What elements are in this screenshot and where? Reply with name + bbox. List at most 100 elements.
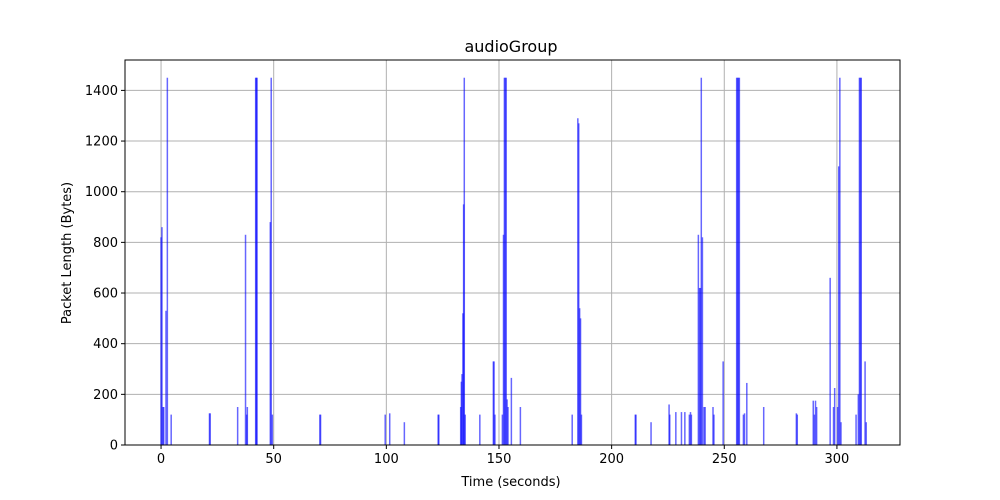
packet-bar <box>519 407 522 445</box>
packet-bar <box>319 414 322 445</box>
packet-bar <box>502 234 505 445</box>
packet-bar <box>815 407 818 445</box>
x-tick-label: 200 <box>599 452 624 467</box>
y-tick-label: 1000 <box>85 185 118 200</box>
packet-bar <box>701 237 704 445</box>
x-tick-label: 250 <box>712 452 737 467</box>
packet-bar <box>669 414 671 445</box>
y-tick-label: 200 <box>93 388 118 403</box>
ticks-layer: 0 50 100 150 200 250 300 0 200 400 600 800 1000 1200 1… <box>85 84 849 467</box>
packet-bar <box>858 77 861 446</box>
x-tick-label: 150 <box>487 452 512 467</box>
packet-bar <box>161 227 163 445</box>
packet-bar <box>703 407 705 445</box>
packet-bar <box>743 413 746 445</box>
packet-bar <box>494 414 496 445</box>
packet-bar <box>860 77 862 446</box>
packet-bar <box>577 118 579 445</box>
packet-bar <box>579 318 582 445</box>
packet-bar <box>735 77 738 446</box>
packet-bar <box>506 399 508 445</box>
packet-bar <box>580 414 583 445</box>
packet-bar <box>837 166 840 445</box>
packet-bar <box>722 361 724 445</box>
packet-bar <box>165 310 167 445</box>
x-tick-label: 50 <box>265 452 282 467</box>
packet-bar <box>501 414 504 445</box>
y-tick-label: 1400 <box>85 84 118 99</box>
packet-bar <box>463 77 466 446</box>
packet-bar <box>162 407 164 445</box>
packet-bar <box>684 412 686 445</box>
bars-layer <box>160 77 867 446</box>
packet-bar <box>479 414 481 445</box>
y-tick-label: 800 <box>93 236 118 251</box>
packet-bar <box>795 413 798 445</box>
packet-bar <box>699 287 702 445</box>
y-tick-label: 400 <box>93 337 118 352</box>
packet-bar <box>493 361 495 445</box>
packet-bar <box>688 414 691 445</box>
packet-bar <box>170 414 172 445</box>
packet-bar <box>855 414 857 445</box>
packet-bar <box>857 394 860 445</box>
plot-frame <box>124 59 901 446</box>
packet-bar <box>737 77 740 446</box>
packet-bar <box>698 287 701 445</box>
packet-bar <box>712 407 714 445</box>
chart-title: audioGroup <box>464 37 557 56</box>
packet-bar <box>690 414 693 445</box>
packet-bar <box>762 407 765 445</box>
packet-bar <box>742 414 745 445</box>
packet-bar <box>738 77 741 446</box>
packet-bar <box>163 407 165 445</box>
packet-bar <box>384 414 386 445</box>
packet-bar <box>464 414 466 445</box>
y-tick-label: 0 <box>110 439 118 454</box>
packet-bar <box>704 407 706 445</box>
packet-bar <box>836 407 839 445</box>
packet-bar <box>689 412 692 445</box>
packet-bar <box>864 361 866 445</box>
packet-bar <box>438 414 440 445</box>
packet-bar <box>507 407 509 445</box>
packet-bar <box>166 77 169 446</box>
packet-bar <box>812 400 815 445</box>
packet-bar <box>865 422 867 445</box>
packet-bar <box>713 414 715 445</box>
packet-bar <box>256 77 258 446</box>
packet-bar <box>510 377 513 445</box>
packet-bar <box>209 413 211 445</box>
packet-bar <box>271 414 274 445</box>
packet-bar <box>796 414 799 445</box>
x-tick-label: 300 <box>825 452 850 467</box>
x-tick-label: 100 <box>374 452 399 467</box>
packet-bar <box>504 77 507 446</box>
packet-bar <box>650 422 652 445</box>
packet-bar <box>635 414 637 445</box>
packet-bar <box>680 412 683 445</box>
packet-bar <box>571 414 573 445</box>
y-tick-label: 1200 <box>85 135 118 150</box>
packet-bar <box>236 407 239 445</box>
packet-bar <box>814 400 817 445</box>
y-tick-label: 600 <box>93 287 118 302</box>
packet-bar <box>244 234 247 445</box>
packet-bar <box>388 413 391 445</box>
packet-bar <box>839 77 841 446</box>
packet-bar <box>697 234 700 445</box>
packet-bar <box>403 422 406 445</box>
packet-bar <box>746 382 748 445</box>
packet-bar <box>577 123 580 446</box>
packet-bar <box>269 222 272 445</box>
packet-bar <box>813 414 816 445</box>
packet-bar <box>246 407 249 445</box>
packet-bar <box>461 374 463 445</box>
packet-bar <box>859 77 862 446</box>
packet-bar <box>840 422 842 445</box>
grid-layer <box>125 60 900 446</box>
x-tick-label: 0 <box>157 452 165 467</box>
